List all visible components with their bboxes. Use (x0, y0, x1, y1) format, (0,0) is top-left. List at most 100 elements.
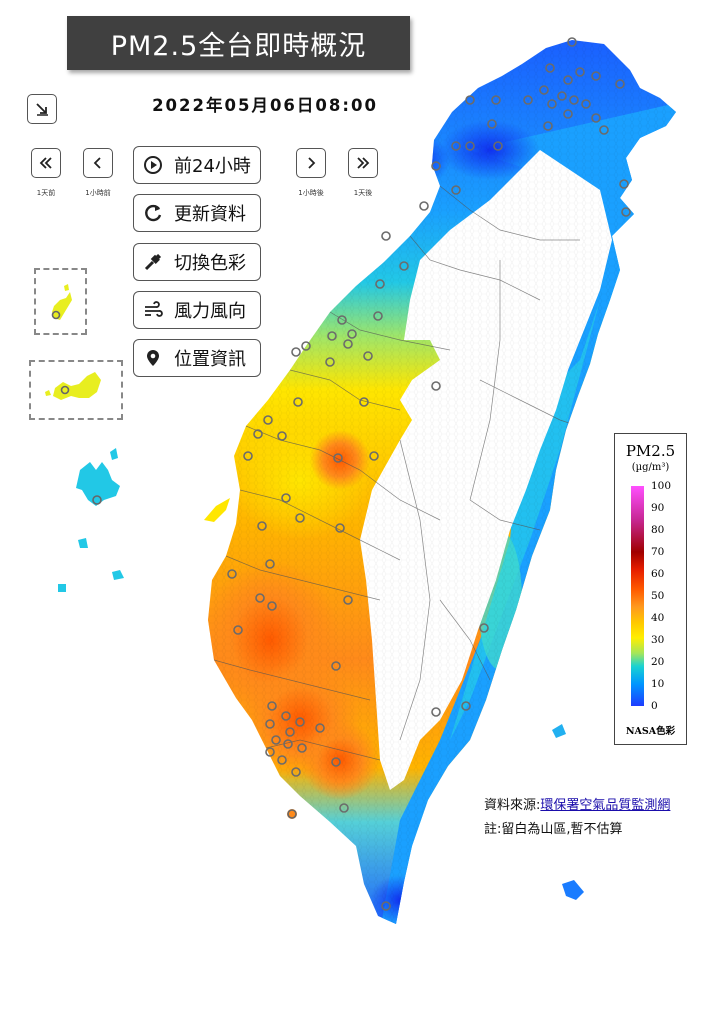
station-marker[interactable] (347, 329, 357, 339)
station-marker[interactable] (283, 739, 293, 749)
station-marker[interactable] (277, 431, 287, 441)
station-marker[interactable] (331, 661, 341, 671)
station-marker[interactable] (547, 99, 557, 109)
hour-forward-caption: 1小時後 (298, 189, 324, 197)
station-marker[interactable] (291, 767, 301, 777)
station-marker[interactable] (465, 95, 475, 105)
station-marker[interactable] (233, 625, 243, 635)
hour-back-caption: 1小時前 (85, 189, 111, 197)
wind-button[interactable]: 風力風向 (133, 291, 261, 329)
station-marker[interactable] (375, 279, 385, 289)
station-marker[interactable] (267, 601, 277, 611)
kinmen-inset (29, 360, 123, 420)
station-marker[interactable] (243, 451, 253, 461)
station-marker[interactable] (265, 747, 275, 757)
day-back-button[interactable] (31, 148, 61, 178)
station-marker[interactable] (461, 701, 471, 711)
station-marker[interactable] (563, 109, 573, 119)
station-marker[interactable] (373, 311, 383, 321)
station-marker[interactable] (621, 207, 631, 217)
station-marker[interactable] (291, 347, 301, 357)
station-marker[interactable] (253, 429, 263, 439)
collapse-button[interactable] (27, 94, 57, 124)
station-marker[interactable] (419, 201, 429, 211)
station-marker[interactable] (327, 331, 337, 341)
station-marker[interactable] (265, 559, 275, 569)
station-marker[interactable] (539, 85, 549, 95)
location-label: 位置資訊 (174, 349, 246, 370)
station-marker[interactable] (591, 113, 601, 123)
station-marker[interactable] (479, 623, 489, 633)
prev-24h-button[interactable]: 前24小時 (133, 146, 261, 184)
station-marker[interactable] (491, 95, 501, 105)
station-marker[interactable] (381, 901, 391, 911)
station-marker[interactable] (545, 63, 555, 73)
station-marker[interactable] (431, 707, 441, 717)
station-marker[interactable] (343, 595, 353, 605)
station-marker[interactable] (263, 415, 273, 425)
station-marker[interactable] (431, 381, 441, 391)
hour-forward-button[interactable] (296, 148, 326, 178)
station-marker[interactable] (523, 95, 533, 105)
wind-label: 風力風向 (174, 301, 246, 322)
station-marker[interactable] (599, 125, 609, 135)
play-circle-icon (142, 155, 164, 175)
station-marker[interactable] (465, 141, 475, 151)
station-marker[interactable] (359, 397, 369, 407)
station-marker[interactable] (619, 179, 629, 189)
station-marker[interactable] (591, 71, 601, 81)
station-marker[interactable] (257, 521, 267, 531)
station-marker[interactable] (451, 141, 461, 151)
station-marker[interactable] (301, 341, 311, 351)
station-marker[interactable] (295, 717, 305, 727)
station-marker[interactable] (569, 95, 579, 105)
station-marker[interactable] (615, 79, 625, 89)
station-marker[interactable] (399, 261, 409, 271)
day-forward-button[interactable] (348, 148, 378, 178)
station-marker[interactable] (557, 91, 567, 101)
station-marker[interactable] (255, 593, 265, 603)
station-marker[interactable] (281, 711, 291, 721)
station-marker[interactable] (369, 451, 379, 461)
station-marker[interactable] (381, 231, 391, 241)
station-marker[interactable] (271, 735, 281, 745)
station-marker[interactable] (563, 75, 573, 85)
station-marker[interactable] (227, 569, 237, 579)
station-marker[interactable] (295, 513, 305, 523)
station-marker[interactable] (493, 141, 503, 151)
station-marker[interactable] (297, 743, 307, 753)
station-marker[interactable] (451, 185, 461, 195)
station-marker[interactable] (543, 121, 553, 131)
station-marker[interactable] (325, 357, 335, 367)
station-marker[interactable] (567, 37, 577, 47)
legend-tick: 30 (651, 634, 665, 646)
observation-datetime: 2022年05月06日08:00 (152, 96, 378, 115)
station-marker[interactable] (363, 351, 373, 361)
switch-color-button[interactable]: 切換色彩 (133, 243, 261, 281)
station-marker[interactable] (431, 161, 441, 171)
station-marker[interactable] (315, 723, 325, 733)
switch-color-label: 切換色彩 (174, 253, 246, 274)
location-button[interactable]: 位置資訊 (133, 339, 261, 377)
station-marker[interactable] (335, 523, 345, 533)
refresh-button[interactable]: 更新資料 (133, 194, 261, 232)
station-marker[interactable] (265, 719, 275, 729)
station-marker[interactable] (337, 315, 347, 325)
station-marker[interactable] (343, 339, 353, 349)
station-marker[interactable] (331, 757, 341, 767)
station-marker[interactable] (281, 493, 291, 503)
station-marker[interactable] (333, 453, 343, 463)
station-marker[interactable] (277, 755, 287, 765)
station-marker[interactable] (581, 99, 591, 109)
day-back-caption: 1天前 (36, 189, 56, 197)
source-link[interactable]: 環保署空氣品質監測網 (540, 798, 671, 813)
station-marker[interactable] (293, 397, 303, 407)
station-marker[interactable] (339, 803, 349, 813)
station-marker[interactable] (285, 727, 295, 737)
map-pin-icon (142, 348, 164, 368)
station-marker[interactable] (575, 67, 585, 77)
hour-back-button[interactable] (83, 148, 113, 178)
monitoring-stations (227, 37, 631, 911)
station-marker[interactable] (267, 701, 277, 711)
station-marker[interactable] (487, 119, 497, 129)
